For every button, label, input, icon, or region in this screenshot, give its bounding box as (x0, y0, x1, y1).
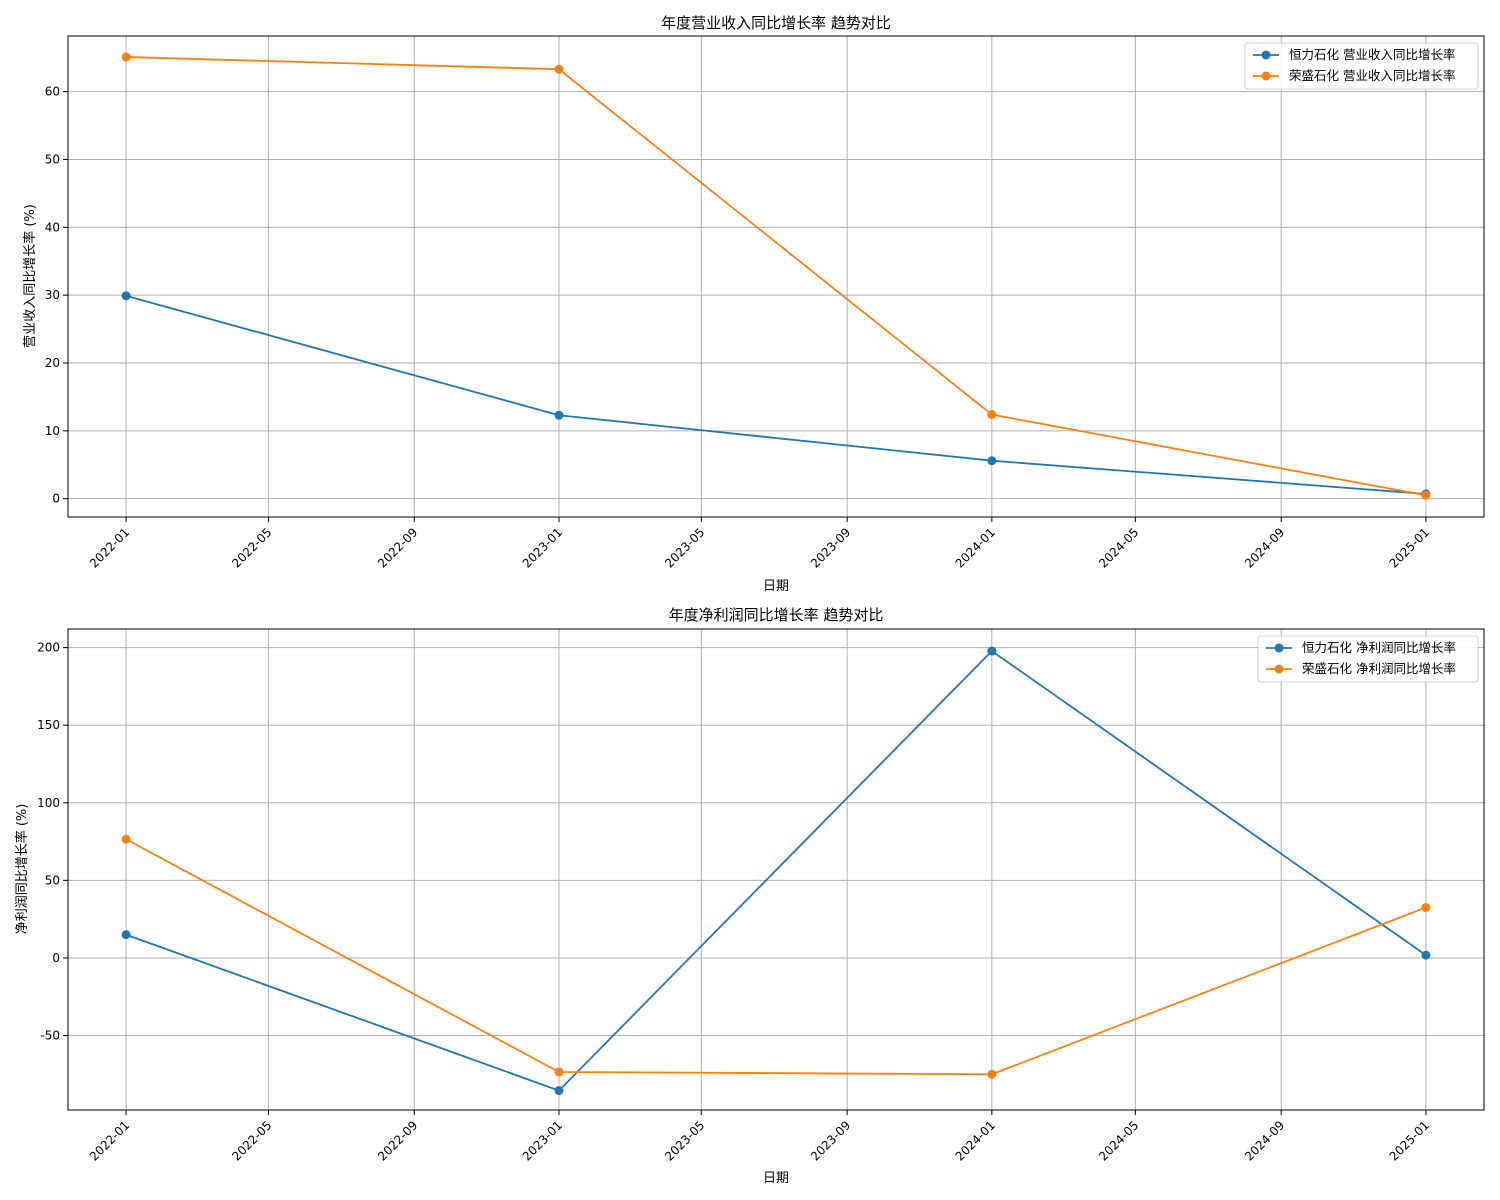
chart-title: 年度净利润同比增长率 趋势对比 (669, 606, 884, 624)
series-1-point (1421, 490, 1431, 500)
legend-marker-0 (1274, 643, 1284, 653)
legend-marker-1 (1274, 664, 1284, 674)
legend-box (1244, 42, 1479, 90)
y-axis-label: 营业收入同比增长率 (%) (22, 204, 38, 348)
legend-entry-1: 荣盛石化 营业收入同比增长率 (1289, 68, 1455, 83)
x-tick-label: 2022-09 (375, 1118, 420, 1163)
x-tick-label: 2024-09 (1242, 1118, 1287, 1163)
y-tick-label: 200 (37, 641, 60, 655)
net-profit-growth-chart: 年度净利润同比增长率 趋势对比 -50 0 50 100 150 200 2022-01 2… (14, 606, 1485, 1186)
y-tick-label: 100 (37, 796, 60, 810)
series-1-point (121, 52, 131, 62)
y-tick-label: 50 (45, 152, 60, 166)
series-line-0 (125, 649, 1427, 1092)
series-0-point (121, 930, 131, 940)
series-0-point (554, 410, 564, 420)
x-tick-label: 2023-01 (520, 1118, 565, 1163)
y-tick-label: 150 (37, 718, 60, 732)
series-line-1 (126, 56, 1427, 497)
x-tick-label: 2022-01 (87, 1118, 132, 1163)
series-1-point (554, 1067, 564, 1077)
x-tick-label: 2023-09 (808, 1118, 853, 1163)
x-tick-label: 2024-01 (953, 1118, 998, 1163)
y-tick-label: 50 (45, 873, 60, 887)
x-axis-label: 日期 (763, 1171, 789, 1186)
x-tick-label: 2022-09 (375, 525, 420, 570)
x-tick-label: 2023-09 (808, 525, 853, 570)
legend-entry-0: 恒力石化 营业收入同比增长率 (1289, 47, 1455, 62)
x-tick-label: 2025-01 (1387, 525, 1432, 570)
x-tick-label: 2023-05 (662, 1118, 707, 1163)
x-axis-label: 日期 (763, 579, 789, 594)
x-tick-label: 2024-05 (1096, 525, 1141, 570)
y-tick-label: 0 (52, 492, 60, 506)
series-1-point (554, 64, 564, 74)
plot-frame (67, 628, 1485, 1111)
y-tick-label: 0 (52, 951, 60, 965)
series-1-point (121, 834, 131, 844)
series-1-point (1421, 903, 1431, 913)
chart-title: 年度营业收入同比增长率 趋势对比 (661, 14, 891, 32)
x-tick-label: 2024-05 (1096, 1118, 1141, 1163)
series-0-point (1421, 950, 1431, 960)
series-line-0 (125, 294, 1426, 495)
legend-entry-0: 恒力石化 净利润同比增长率 (1302, 640, 1456, 655)
y-tick-label: 20 (45, 356, 60, 370)
x-tick-label: 2022-01 (87, 525, 132, 570)
series-0-point (554, 1086, 564, 1096)
legend-box (1257, 635, 1479, 683)
x-tick-label: 2025-01 (1387, 1118, 1432, 1163)
x-tick-label: 2022-05 (229, 525, 274, 570)
series-0-point (987, 646, 997, 656)
x-tick-label: 2022-05 (229, 1118, 274, 1163)
y-tick-label: 10 (45, 424, 60, 438)
plot-frame (67, 35, 1485, 518)
series-0-point (987, 456, 997, 466)
y-tick-label: 30 (45, 288, 60, 302)
legend-marker-1 (1261, 71, 1271, 81)
series-1-point (987, 1069, 997, 1079)
legend-entry-1: 荣盛石化 净利润同比增长率 (1302, 661, 1456, 676)
x-tick-label: 2023-01 (520, 525, 565, 570)
series-1-point (987, 410, 997, 420)
y-tick-label: 60 (45, 85, 60, 99)
y-tick-label: -50 (40, 1029, 60, 1043)
series-0-point (121, 291, 131, 301)
revenue-growth-chart: 年度营业收入同比增长率 趋势对比 0 10 20 30 40 50 60 2022-01 20… (22, 14, 1485, 594)
y-axis-label: 净利润同比增长率 (%) (14, 804, 30, 935)
legend-marker-0 (1261, 50, 1271, 60)
series-line-1 (125, 838, 1427, 1076)
x-tick-label: 2024-01 (953, 525, 998, 570)
x-tick-label: 2024-09 (1242, 525, 1287, 570)
y-tick-label: 40 (45, 220, 60, 234)
x-tick-label: 2023-05 (662, 525, 707, 570)
